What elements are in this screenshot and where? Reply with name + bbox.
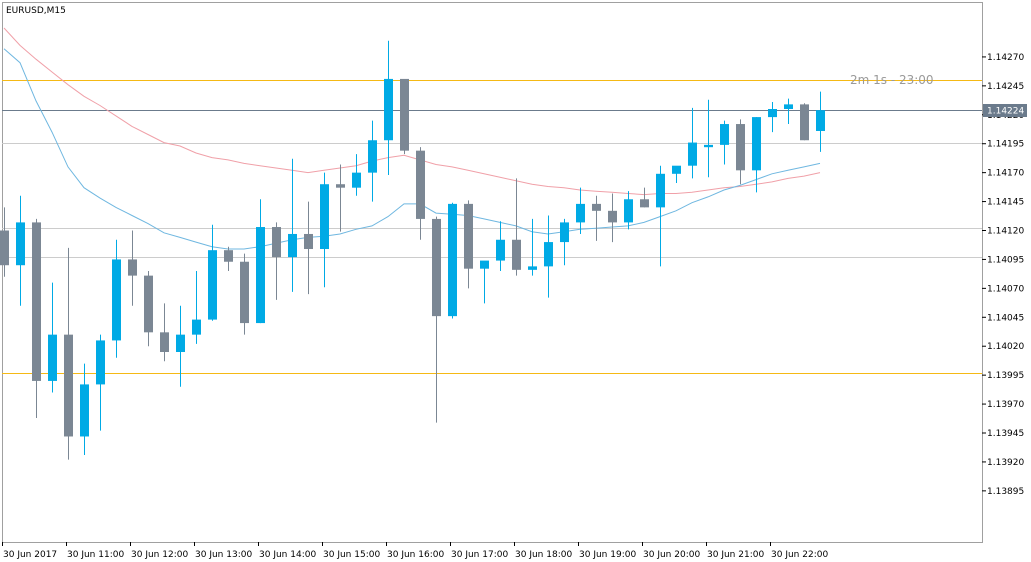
price-axis-label: 1.14195 <box>987 140 1024 150</box>
candle-body <box>256 227 265 324</box>
candle-body <box>816 110 825 131</box>
candle-body <box>112 259 121 341</box>
candle-body <box>656 173 665 208</box>
candle-body <box>784 104 793 109</box>
candle-body <box>752 117 761 171</box>
price-axis-label: 1.13895 <box>987 487 1024 497</box>
time-axis-label: 30 Jun 2017 <box>3 550 57 560</box>
price-axis-label: 1.13945 <box>987 429 1024 439</box>
candle-body <box>16 222 25 266</box>
candle-body <box>192 319 201 335</box>
time-axis-label: 30 Jun 19:00 <box>579 550 636 560</box>
time-axis-label: 30 Jun 14:00 <box>259 550 316 560</box>
time-axis-label: 30 Jun 21:00 <box>707 550 764 560</box>
candle-body <box>0 230 9 266</box>
price-axis[interactable]: 1.142701.142451.142201.141951.141701.141… <box>982 53 1024 497</box>
candle-body <box>384 78 393 141</box>
candle-body <box>800 104 809 141</box>
candle-body <box>240 261 249 324</box>
moving-averages <box>3 27 821 250</box>
candle-body <box>480 260 489 269</box>
candle-body <box>464 203 473 269</box>
candle-body <box>592 203 601 211</box>
current-price-tag: 1.14224 <box>983 104 1027 117</box>
price-axis-label: 1.14120 <box>987 227 1024 237</box>
candle-body <box>400 78 409 151</box>
candle-body <box>448 203 457 317</box>
current-price-tag-label: 1.14224 <box>987 107 1024 117</box>
candle-body <box>320 184 329 250</box>
time-axis-label: 30 Jun 18:00 <box>515 550 572 560</box>
price-axis-label: 1.14145 <box>987 198 1024 208</box>
candle-body <box>416 150 425 219</box>
candle-body <box>288 233 297 258</box>
candle-body <box>336 184 345 188</box>
price-axis-label: 1.14070 <box>987 284 1024 294</box>
candle-body <box>48 334 57 381</box>
time-axis-label: 30 Jun 17:00 <box>451 550 508 560</box>
candle-body <box>432 218 441 317</box>
candle-body <box>496 239 505 261</box>
moving-average-slow-line <box>3 27 821 196</box>
candle-body <box>624 199 633 223</box>
price-axis-label: 1.14095 <box>987 255 1024 265</box>
candle-body <box>608 210 617 223</box>
candle-body <box>352 172 361 188</box>
candle-body <box>672 165 681 174</box>
price-axis-label: 1.13970 <box>987 400 1024 410</box>
price-axis-label: 1.14270 <box>987 53 1024 63</box>
price-axis-label: 1.14245 <box>987 82 1024 92</box>
price-axis-label: 1.14170 <box>987 169 1024 179</box>
plot-area-border <box>2 2 983 543</box>
candle-body <box>304 233 313 250</box>
levels-layer <box>2 80 982 374</box>
candle-body <box>96 340 105 385</box>
candle-body <box>576 203 585 223</box>
candle-body <box>560 222 569 243</box>
candle-body <box>144 275 153 333</box>
candle-body <box>368 140 377 173</box>
price-axis-label: 1.14045 <box>987 313 1024 323</box>
moving-average-fast-line <box>3 48 821 250</box>
candle-body <box>640 199 649 208</box>
candle-body <box>160 332 169 352</box>
candle-body <box>544 242 553 267</box>
candle-body <box>64 334 73 437</box>
price-axis-label: 1.13995 <box>987 371 1024 381</box>
candle-body <box>528 266 537 270</box>
candle-body <box>208 250 217 320</box>
time-axis-label: 30 Jun 16:00 <box>387 550 444 560</box>
time-axis-label: 30 Jun 20:00 <box>643 550 700 560</box>
current-price-tag-background <box>983 104 1027 117</box>
time-axis-label: 30 Jun 22:00 <box>771 550 828 560</box>
price-axis-label: 1.14020 <box>987 342 1024 352</box>
symbol-label: EURUSD,M15 <box>6 6 66 16</box>
time-axis[interactable]: 30 Jun 2017 30 Jun 11:00 30 Jun 12:00 30 Ju… <box>2 542 829 560</box>
countdown-label: 2m 1s - 23:00 <box>850 73 934 87</box>
candle-body <box>736 124 745 171</box>
candle-body <box>272 227 281 258</box>
candle-body <box>688 142 697 166</box>
price-axis-label: 1.13920 <box>987 458 1024 468</box>
candle-body <box>80 384 89 437</box>
time-axis-label: 30 Jun 15:00 <box>323 550 380 560</box>
time-axis-label: 30 Jun 11:00 <box>67 550 124 560</box>
candle-body <box>768 109 777 118</box>
candle-body <box>32 222 41 381</box>
candle-body <box>176 334 185 352</box>
candle-body <box>704 144 713 148</box>
candle-body <box>512 239 521 270</box>
time-axis-label: 30 Jun 13:00 <box>195 550 252 560</box>
time-axis-label: 30 Jun 12:00 <box>131 550 188 560</box>
candle-body <box>224 250 233 262</box>
candles <box>0 40 825 460</box>
candle-body <box>128 259 137 276</box>
candle-body <box>720 124 729 145</box>
